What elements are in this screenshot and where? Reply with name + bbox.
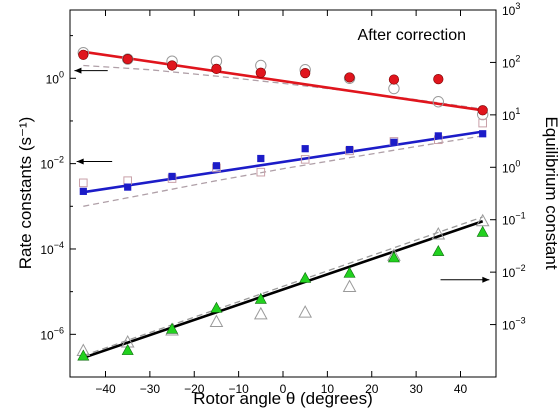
data-point-filled-square (479, 130, 487, 138)
axes-layer: −40 −30 −20 −10 0 10 20 30 40 100 10−2 10−4 10−6 103 1… (40, 1, 525, 396)
arrow-head (74, 67, 82, 74)
data-point-open-square (300, 155, 310, 164)
y-left-tick-label: 100 (46, 69, 64, 86)
data-point-filled-triangle (121, 343, 134, 355)
y-right-tick-label: 103 (502, 1, 520, 18)
data-point-filled-circle (255, 67, 266, 78)
data-point-open-square (256, 167, 266, 177)
data-point-open-triangle (209, 314, 224, 328)
data-point-open-square (79, 178, 88, 188)
data-point-open-square (478, 118, 487, 128)
data-point-filled-square (257, 154, 265, 163)
x-tick-label: −10 (228, 382, 249, 396)
fit-line (82, 220, 484, 360)
x-tick-label: 0 (280, 382, 287, 396)
data-point-filled-circle (388, 74, 400, 85)
data-point-filled-circle (477, 105, 488, 116)
data-point-filled-square (434, 132, 442, 140)
data-point-open-circle (388, 82, 400, 95)
x-tick-label: −30 (140, 382, 161, 396)
data-point-filled-triangle (387, 251, 400, 263)
y-left-tick-label: 10−4 (40, 240, 64, 257)
arrow-head (76, 158, 84, 165)
data-point-open-square (123, 176, 132, 185)
data-point-filled-triangle (476, 225, 489, 237)
data-point-open-triangle (298, 305, 313, 318)
data-point-open-triangle (475, 213, 490, 227)
y-right-tick-label: 10−2 (502, 263, 526, 280)
data-point-open-circle (432, 96, 445, 108)
fit-lines-layer (82, 50, 484, 360)
x-tick-label: −40 (95, 382, 116, 396)
data-point-filled-triangle (210, 301, 223, 313)
y-right-tick-label: 10−3 (502, 316, 526, 333)
fit-line (83, 130, 483, 194)
y-axis-right-title: Equilibrium constant (542, 116, 560, 269)
x-tick-label: 20 (365, 382, 379, 396)
data-point-filled-triangle (343, 266, 356, 278)
data-point-filled-circle (78, 49, 89, 60)
data-point-filled-square (345, 145, 354, 154)
data-point-filled-square (168, 172, 176, 181)
data-point-filled-circle (211, 63, 222, 74)
x-tick-label: 10 (321, 382, 335, 396)
data-point-filled-circle (433, 74, 444, 85)
data-point-filled-triangle (77, 349, 90, 361)
x-tick-label: 30 (409, 382, 423, 396)
y-left-tick-label: 10−2 (40, 155, 64, 172)
x-tick-label: −20 (184, 382, 205, 396)
data-point-filled-triangle (254, 292, 267, 304)
data-point-open-triangle (431, 226, 446, 240)
y-right-tick-label: 101 (502, 106, 520, 123)
data-point-open-triangle (253, 306, 268, 320)
data-point-filled-circle (122, 53, 133, 65)
data-point-open-circle (121, 53, 134, 65)
data-point-filled-square (79, 187, 87, 195)
annotation-text: After correction (358, 27, 466, 44)
data-point-filled-triangle (432, 244, 445, 256)
y-right-tick-label: 102 (502, 53, 520, 70)
dashed-curves-layer (83, 64, 483, 357)
data-point-open-triangle (342, 279, 357, 293)
data-point-filled-circle (300, 68, 311, 79)
y-right-tick-label: 100 (502, 158, 520, 175)
data-point-filled-square (390, 138, 398, 146)
data-points-layer (76, 46, 490, 361)
y-left-tick-label: 10−6 (40, 325, 64, 342)
plot-frame (69, 9, 497, 378)
dashed-curve (83, 216, 483, 357)
y-right-tick-label: 10−1 (502, 211, 526, 228)
dashed-curve (83, 135, 483, 207)
fit-line (83, 50, 483, 112)
data-point-filled-triangle (166, 322, 179, 334)
y-axis-left-title: Rate constants (s⁻¹) (16, 117, 35, 270)
data-point-filled-circle (344, 72, 355, 83)
data-point-filled-square (212, 162, 221, 170)
data-point-filled-triangle (299, 271, 312, 283)
x-tick-label: 40 (454, 382, 468, 396)
data-point-filled-square (301, 145, 309, 153)
data-point-filled-circle (166, 60, 178, 71)
arrows-layer (74, 67, 490, 283)
x-axis-title: Rotor angle θ (degrees) (193, 389, 373, 408)
arrow-head (482, 276, 490, 283)
data-point-filled-square (124, 183, 132, 191)
